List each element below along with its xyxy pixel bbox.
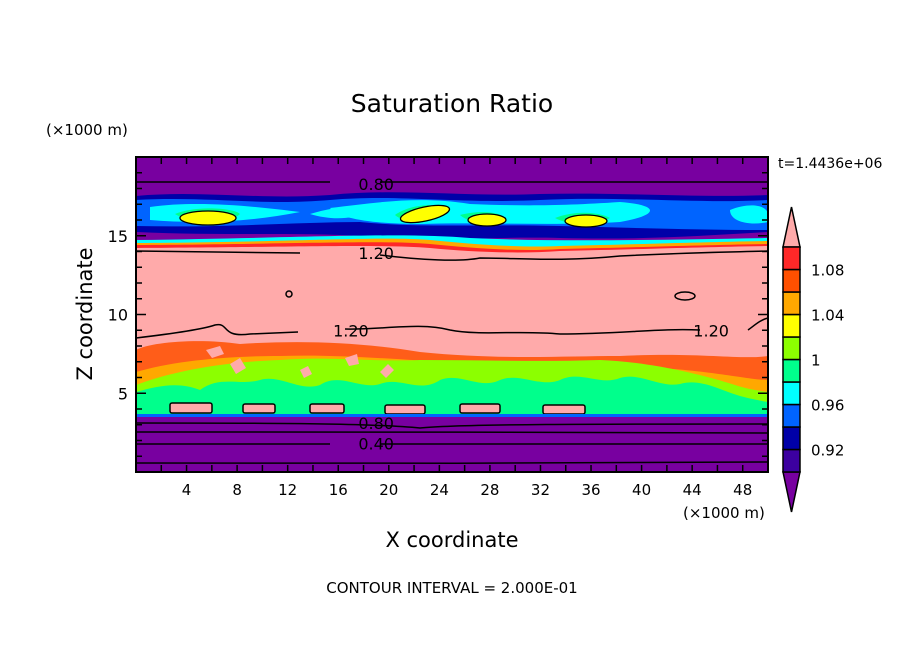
colorbar-swatch	[782, 246, 801, 271]
x-tick-label: 40	[632, 481, 651, 499]
colorbar-under-triangle	[782, 471, 801, 513]
contour-labels: 0.80 1.20 1.20 1.20 0.80 0.40	[333, 175, 729, 454]
x-tick-label: 8	[232, 481, 242, 499]
y-tick-label: 15	[108, 227, 128, 246]
band-102-blob	[399, 204, 451, 224]
contour-lines	[136, 181, 768, 465]
x-tick-label: 4	[182, 481, 192, 499]
colorbar-swatch	[782, 313, 801, 338]
colorbar-swatch	[782, 336, 801, 361]
contour-field	[136, 157, 768, 472]
contour-label: 0.80	[358, 175, 394, 194]
x-unit-label: (×1000 m)	[683, 504, 765, 522]
band-096	[150, 200, 768, 224]
band-102-blob	[467, 213, 507, 227]
x-tick-label: 44	[683, 481, 702, 499]
chart-title: Saturation Ratio	[351, 89, 553, 118]
region-teal	[136, 376, 768, 418]
x-tick-label: 28	[480, 481, 499, 499]
colorbar-tick-label: 0.92	[811, 442, 844, 460]
x-tick-label: 12	[278, 481, 297, 499]
y-axis-label: Z coordinate	[73, 247, 97, 380]
contour-label: 1.20	[358, 244, 394, 263]
y-tick-label: 5	[118, 384, 128, 403]
colorbar-tick-label: 1.08	[811, 262, 844, 280]
contour-label: 1.20	[333, 321, 369, 340]
colorbar-swatch	[782, 448, 801, 473]
colorbar-swatch	[782, 426, 801, 451]
colorbar-swatch	[782, 403, 801, 428]
x-axis-label: X coordinate	[385, 528, 518, 552]
y-axis: 5 10 15	[108, 172, 768, 457]
contour-label: 0.80	[358, 414, 394, 433]
x-tick-label: 20	[379, 481, 398, 499]
y-tick-label: 10	[108, 306, 128, 325]
colorbar-tick-label: 1.04	[811, 307, 844, 325]
x-tick-label: 48	[733, 481, 752, 499]
x-tick-label: 24	[430, 481, 449, 499]
colorbar-tick-label: 0.96	[811, 397, 844, 415]
colorbar-swatch	[782, 381, 801, 406]
contour-label: 1.20	[693, 321, 729, 340]
convective-speckle	[206, 346, 394, 378]
colorbar-swatch	[782, 268, 801, 293]
x-tick-label: 36	[581, 481, 600, 499]
x-tick-label: 32	[531, 481, 550, 499]
y-unit-label: (×1000 m)	[46, 121, 128, 139]
colorbar-swatch	[782, 358, 801, 383]
colorbar-over-triangle	[782, 206, 801, 248]
contour-interval-footer: CONTOUR INTERVAL = 2.000E-01	[326, 579, 577, 597]
pink-boxes	[169, 402, 586, 415]
contour-label: 0.40	[358, 435, 394, 454]
x-tick-label: 16	[329, 481, 348, 499]
colorbar: 0.92 0.96 1 1.04 1.08	[782, 206, 844, 513]
band-102-blob	[564, 214, 608, 228]
colorbar-tick-label: 1	[811, 352, 821, 370]
time-label: t=1.4436e+06	[778, 156, 882, 172]
x-axis: 4 8 12 16 20 24 28 32 36 40 44 48	[160, 157, 752, 499]
band-102-blob	[179, 210, 237, 226]
colorbar-swatch	[782, 291, 801, 316]
